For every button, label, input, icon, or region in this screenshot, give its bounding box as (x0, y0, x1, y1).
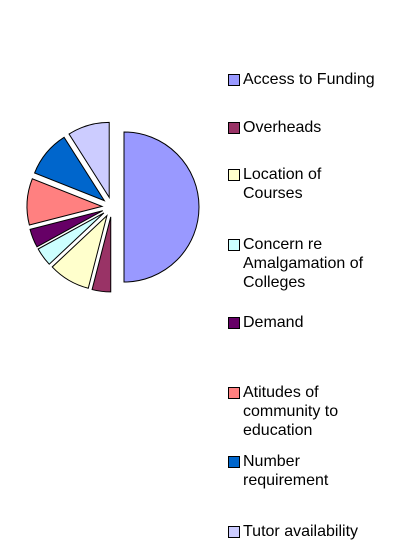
legend-entry: Concern re Amalgamation of Colleges (228, 235, 388, 292)
legend-label: Tutor availability (243, 523, 359, 540)
pie-slice (123, 131, 200, 283)
legend-swatch (228, 122, 240, 134)
legend-label: Location of Courses (243, 166, 322, 202)
pie-slice (29, 210, 103, 248)
legend-entry: Number requirement (228, 452, 388, 490)
legend-label: Atitudes of community to education (243, 384, 339, 439)
legend-entry: Tutor availability (228, 522, 388, 541)
legend-swatch (228, 387, 240, 399)
pie-slice (33, 136, 106, 202)
legend-swatch (228, 169, 240, 181)
legend-swatch (228, 526, 240, 538)
legend-swatch (228, 74, 240, 86)
legend-swatch (228, 239, 240, 251)
legend-swatch (228, 456, 240, 468)
legend-label: Demand (243, 314, 304, 331)
pie-slice (91, 216, 112, 293)
pie-slice (51, 214, 108, 289)
legend-entry: Overheads (228, 118, 388, 137)
legend-entry: Demand (228, 313, 388, 332)
legend-entry: Location of Courses (228, 165, 388, 203)
legend-label: Access to Funding (243, 71, 375, 88)
legend-swatch (228, 317, 240, 329)
legend-label: Overheads (243, 119, 322, 136)
legend-entry: Atitudes of community to education (228, 383, 388, 440)
pie-slice (37, 212, 105, 265)
legend-entry: Access to Funding (228, 70, 388, 89)
pie-slice (68, 121, 110, 200)
legend-label: Concern re Amalgamation of Colleges (243, 236, 364, 291)
legend-label: Number requirement (243, 453, 329, 489)
pie-slice (26, 178, 104, 226)
